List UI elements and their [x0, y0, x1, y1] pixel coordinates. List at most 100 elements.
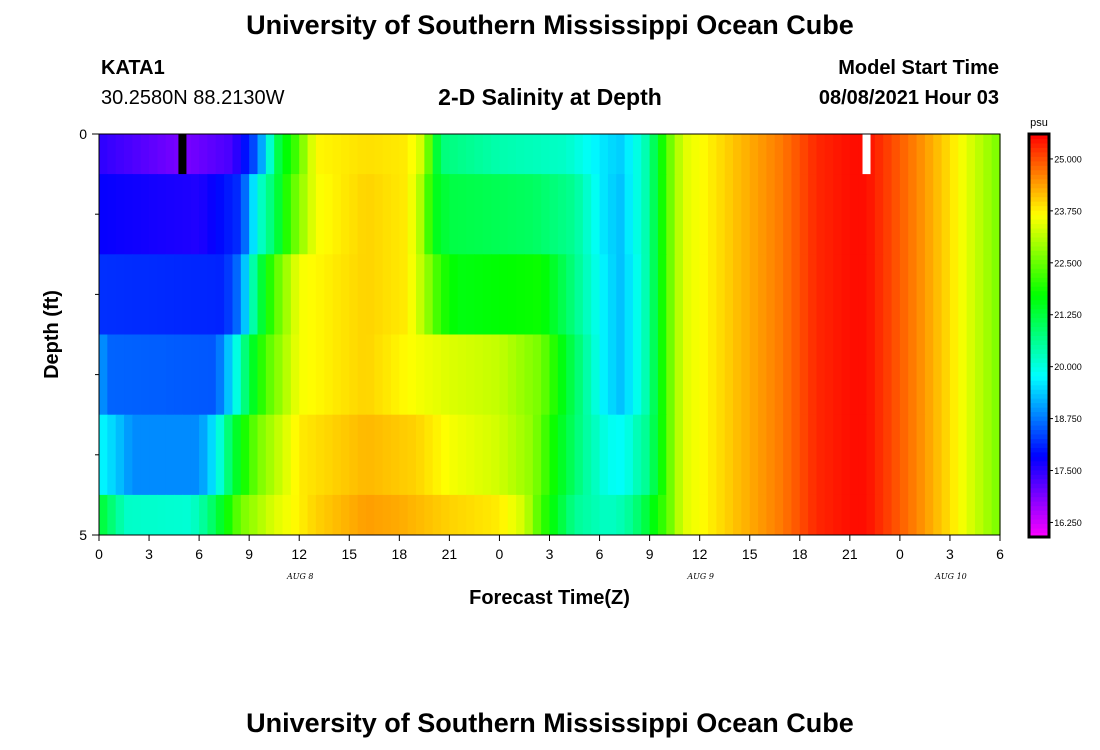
- heatmap-cell: [924, 174, 934, 255]
- heatmap-cell: [657, 414, 667, 496]
- heatmap-cell: [340, 334, 350, 416]
- heatmap-cell: [357, 134, 367, 175]
- colorbar-segment: [1029, 295, 1049, 301]
- heatmap-cell: [507, 334, 517, 416]
- heatmap-cell: [674, 174, 684, 255]
- heatmap-cell: [649, 494, 659, 536]
- heatmap-cell: [449, 134, 459, 175]
- heatmap-cell: [833, 254, 843, 335]
- heatmap-cell: [499, 254, 509, 335]
- heatmap-cell: [666, 334, 676, 416]
- day-label: AUG 10: [934, 572, 967, 581]
- heatmap-cell: [933, 134, 943, 175]
- heatmap-cell: [699, 414, 709, 496]
- heatmap-cell: [791, 414, 801, 496]
- heatmap-cell: [991, 254, 1001, 335]
- heatmap-cell: [466, 174, 476, 255]
- heatmap-cell: [833, 334, 843, 416]
- heatmap-cell: [849, 254, 859, 335]
- heatmap-cell: [724, 134, 734, 175]
- heatmap-cell: [649, 254, 659, 335]
- heatmap-cell: [716, 254, 726, 335]
- colorbar-segment: [1029, 259, 1049, 265]
- heatmap-cell: [157, 134, 167, 175]
- heatmap-cell: [249, 414, 259, 496]
- heatmap-cell: [808, 414, 818, 496]
- colorbar-tick-label: 18.750: [1054, 414, 1082, 424]
- heatmap-cell: [758, 134, 767, 175]
- heatmap-cell: [799, 414, 809, 496]
- heatmap-cell: [332, 334, 342, 416]
- heatmap-cell: [624, 334, 634, 416]
- x-tick-label: 18: [792, 546, 808, 562]
- heatmap-cell: [974, 494, 984, 536]
- heatmap-cell: [457, 254, 467, 335]
- heatmap-cell: [215, 254, 225, 335]
- heatmap-cell: [115, 134, 125, 175]
- heatmap-cell: [699, 134, 709, 175]
- x-tick-label: 6: [195, 546, 203, 562]
- heatmap-cell: [374, 254, 384, 335]
- colorbar-segment: [1029, 272, 1049, 278]
- heatmap-cell: [841, 414, 851, 496]
- heatmap-cell: [916, 494, 926, 536]
- heatmap-cell: [649, 334, 659, 416]
- heatmap-cell: [532, 414, 542, 496]
- heatmap-cell: [365, 494, 375, 536]
- heatmap-cell: [265, 134, 275, 175]
- heatmap-cell: [299, 494, 309, 536]
- heatmap-cell: [582, 494, 592, 536]
- heatmap-cell: [616, 174, 626, 255]
- x-tick-label: 6: [596, 546, 604, 562]
- heatmap-cell: [749, 414, 759, 496]
- heatmap-cell: [107, 134, 117, 175]
- heatmap-cell: [174, 254, 184, 335]
- heatmap-cell: [941, 254, 951, 335]
- heatmap-cell: [941, 134, 951, 175]
- heatmap-cell: [758, 334, 767, 416]
- colorbar-segment: [1029, 339, 1049, 345]
- x-tick-label: 18: [392, 546, 408, 562]
- colorbar-segment: [1029, 268, 1049, 274]
- colorbar-segment: [1029, 523, 1049, 529]
- heatmap-cell: [933, 494, 943, 536]
- heatmap-cell: [641, 494, 651, 536]
- heatmap-cell: [299, 174, 309, 255]
- heatmap-cell: [274, 254, 284, 335]
- heatmap-cell: [749, 174, 759, 255]
- heatmap-cell: [582, 134, 592, 175]
- heatmap-cell: [441, 134, 450, 175]
- heatmap-cell: [774, 134, 784, 175]
- colorbar-segment: [1029, 178, 1049, 184]
- heatmap-cell: [265, 494, 275, 536]
- colorbar-segment: [1029, 416, 1049, 422]
- heatmap-cell: [599, 414, 609, 496]
- heatmap-cell: [199, 174, 209, 255]
- heatmap-cell: [699, 254, 709, 335]
- heatmap-cell: [140, 414, 150, 496]
- heatmap-cell: [115, 414, 125, 496]
- heatmap-cell: [274, 134, 284, 175]
- heatmap-cell: [324, 174, 334, 255]
- heatmap-cell: [249, 174, 259, 255]
- heatmap-cell: [858, 494, 868, 536]
- heatmap-cell: [207, 414, 217, 496]
- heatmap-cell: [265, 334, 275, 416]
- heatmap-cell: [983, 174, 993, 255]
- heatmap-cell: [607, 134, 617, 175]
- heatmap-cell: [791, 174, 801, 255]
- heatmap-cell: [174, 174, 184, 255]
- heatmap-cell: [841, 494, 851, 536]
- heatmap-cell: [799, 134, 809, 175]
- x-tick-label: 15: [742, 546, 758, 562]
- heatmap-cell: [708, 334, 717, 416]
- heatmap-cell: [808, 254, 818, 335]
- heatmap-cell: [557, 334, 567, 416]
- heatmap-cell: [566, 254, 576, 335]
- heatmap-cell: [924, 254, 934, 335]
- heatmap-cell: [616, 334, 626, 416]
- heatmap-cell: [516, 414, 526, 496]
- heatmap-cell: [758, 414, 767, 496]
- heatmap-cell: [149, 134, 158, 175]
- heatmap-cell: [124, 134, 133, 175]
